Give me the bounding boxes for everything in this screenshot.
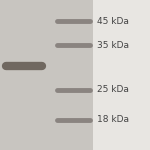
Text: 35 kDa: 35 kDa <box>97 40 129 50</box>
Bar <box>93 0 150 150</box>
Text: 18 kDa: 18 kDa <box>97 116 129 124</box>
Bar <box>0 0 93 150</box>
Text: 25 kDa: 25 kDa <box>97 85 129 94</box>
Text: 45 kDa: 45 kDa <box>97 16 129 26</box>
